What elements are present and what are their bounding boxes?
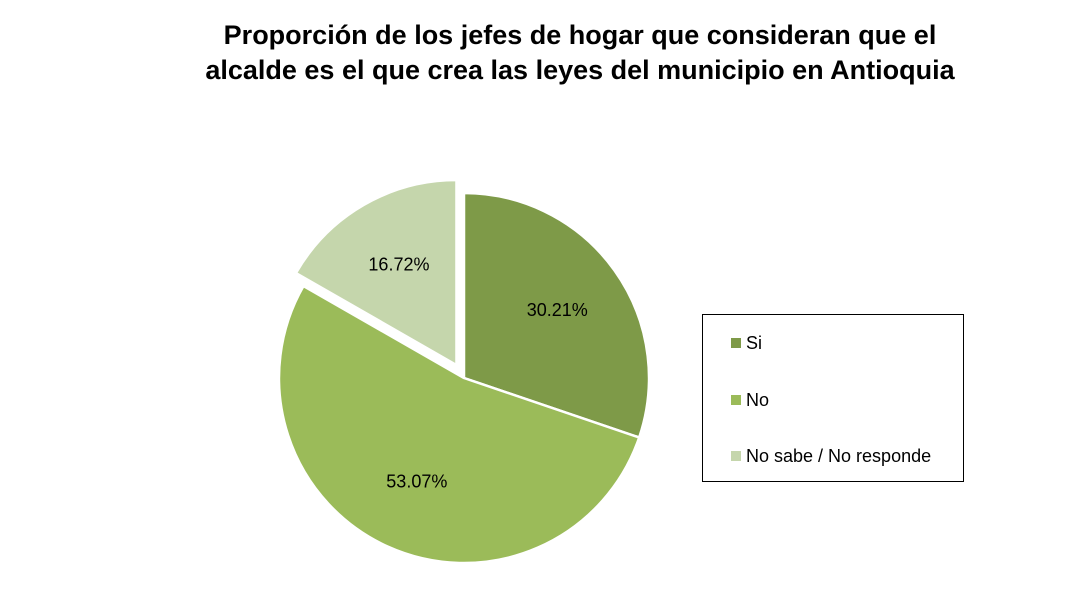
legend-item-si: Si	[731, 332, 762, 354]
pie-slice-si	[462, 191, 651, 439]
chart-title-line-2: alcalde es el que crea las leyes del mun…	[205, 55, 955, 85]
chart-legend: Si No No sabe / No responde	[702, 314, 964, 482]
legend-item-no-sabe-no-responde: No sabe / No responde	[731, 445, 931, 467]
pie-slice-no-sabe-no-responde	[294, 178, 458, 367]
data-label-no: 53.07%	[386, 471, 447, 491]
legend-label-no-sabe-no-responde: No sabe / No responde	[746, 445, 932, 466]
legend-swatch-no	[731, 395, 741, 405]
legend-label-no: No	[746, 389, 770, 410]
chart-title: Proporción de los jefes de hogar que con…	[150, 18, 1010, 88]
chart-title-line-1: Proporción de los jefes de hogar que con…	[223, 20, 937, 50]
legend-swatch-no-sabe-no-responde	[731, 451, 741, 461]
pie-slice-no	[277, 284, 641, 565]
legend-swatch-si	[731, 338, 741, 348]
legend-item-no: No	[731, 389, 769, 411]
legend-label-si: Si	[746, 332, 763, 353]
data-label-no-sabe-no-responde: 16.72%	[368, 255, 429, 275]
data-label-si: 30.21%	[527, 300, 588, 320]
